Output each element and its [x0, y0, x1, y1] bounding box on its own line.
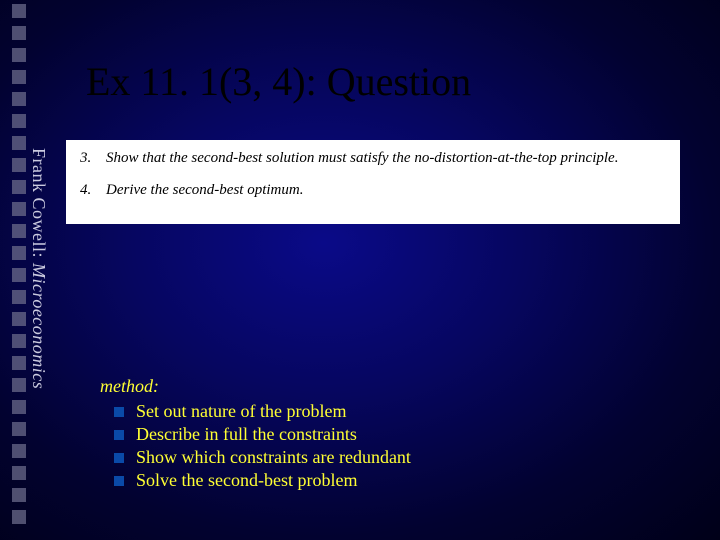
question-box: 3. Show that the second-best solution mu…	[66, 140, 680, 224]
method-block: method: Set out nature of the problem De…	[100, 376, 411, 493]
method-item: Describe in full the constraints	[100, 424, 411, 445]
method-item-text: Solve the second-best problem	[136, 470, 357, 491]
method-item-text: Describe in full the constraints	[136, 424, 357, 445]
bullet-icon	[114, 430, 124, 440]
method-item-text: Show which constraints are redundant	[136, 447, 411, 468]
method-item: Set out nature of the problem	[100, 401, 411, 422]
question-item: 4. Derive the second-best optimum.	[80, 180, 666, 202]
book-title: Microeconomics	[29, 263, 49, 389]
method-heading: method:	[100, 376, 411, 397]
author-label: Frank Cowell: Microeconomics	[28, 148, 49, 389]
bullet-icon	[114, 407, 124, 417]
question-item: 3. Show that the second-best solution mu…	[80, 148, 666, 170]
bullet-icon	[114, 476, 124, 486]
question-number: 4.	[80, 180, 96, 202]
question-number: 3.	[80, 148, 96, 170]
author-name: Frank Cowell:	[29, 148, 49, 263]
question-text: Show that the second-best solution must …	[106, 148, 618, 170]
bullet-icon	[114, 453, 124, 463]
method-list: Set out nature of the problem Describe i…	[100, 401, 411, 491]
slide-title: Ex 11. 1(3, 4): Question	[86, 58, 471, 105]
method-item: Solve the second-best problem	[100, 470, 411, 491]
method-item-text: Set out nature of the problem	[136, 401, 346, 422]
question-text: Derive the second-best optimum.	[106, 180, 303, 202]
method-item: Show which constraints are redundant	[100, 447, 411, 468]
